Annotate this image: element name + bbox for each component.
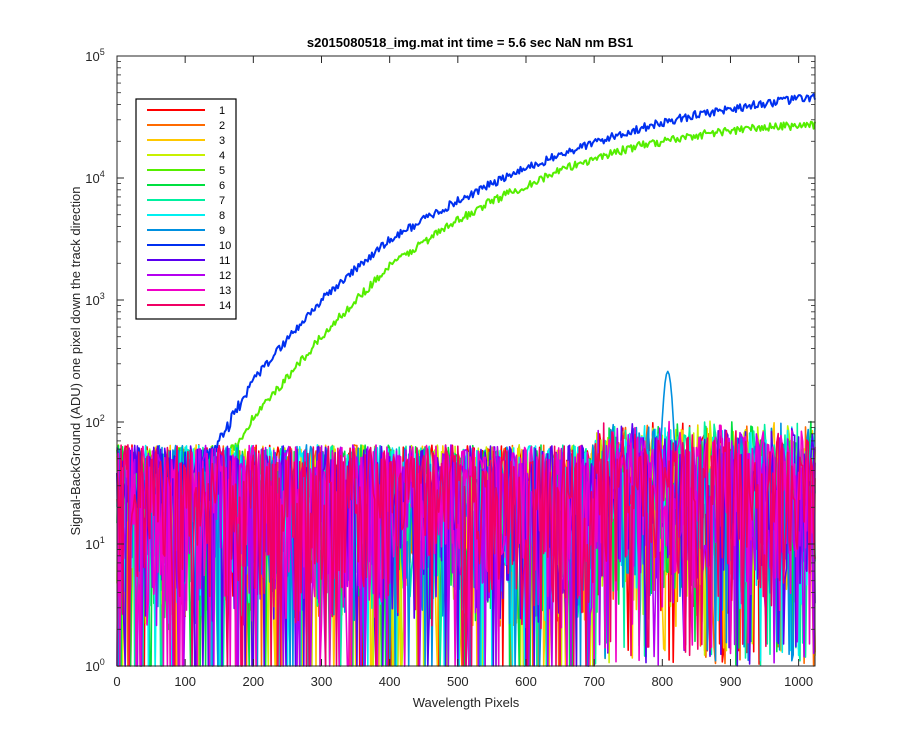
- x-tick-label: 500: [447, 674, 469, 689]
- y-tick-label: 102: [85, 413, 104, 430]
- legend-label-11: 11: [219, 255, 230, 267]
- legend-label-14: 14: [219, 300, 231, 312]
- y-axis-label: Signal-BackGround (ADU) one pixel down t…: [68, 186, 83, 535]
- x-axis: 0 100 200 300 400 500 600 700 800 900 1000: [113, 56, 813, 689]
- series-line-10: [116, 93, 816, 509]
- x-tick-label: 600: [515, 674, 537, 689]
- x-tick-label: 100: [174, 674, 196, 689]
- x-tick-label: 900: [720, 674, 742, 689]
- x-tick-label: 200: [242, 674, 264, 689]
- chart-title: s2015080518_img.mat int time = 5.6 sec N…: [307, 35, 633, 50]
- y-tick-label: 105: [85, 47, 104, 64]
- legend-label-4: 4: [219, 150, 225, 162]
- legend-label-9: 9: [219, 225, 225, 237]
- x-tick-label: 400: [379, 674, 401, 689]
- legend-label-5: 5: [219, 165, 225, 177]
- y-tick-label: 104: [85, 169, 104, 186]
- x-tick-label: 800: [651, 674, 673, 689]
- legend-box: [135, 98, 237, 320]
- x-tick-label: 300: [311, 674, 333, 689]
- legend-label-10: 10: [219, 240, 231, 252]
- x-tick-label: 700: [583, 674, 605, 689]
- legend-label-2: 2: [219, 120, 225, 132]
- x-tick-label: 0: [113, 674, 120, 689]
- legend-label-12: 12: [219, 270, 231, 282]
- legend-label-7: 7: [219, 195, 225, 207]
- legend-label-13: 13: [219, 285, 231, 297]
- y-tick-label: 100: [85, 657, 104, 674]
- x-tick-label: 1000: [784, 674, 813, 689]
- series-line-5: [116, 120, 816, 515]
- legend-label-8: 8: [219, 210, 225, 222]
- legend-label-6: 6: [219, 180, 225, 192]
- y-tick-label: 103: [85, 291, 104, 308]
- legend-label-1: 1: [219, 105, 225, 117]
- series-line-13: [116, 420, 816, 667]
- legend-label-3: 3: [219, 135, 225, 147]
- x-axis-label: Wavelength Pixels: [413, 695, 520, 710]
- axes-box: [116, 55, 816, 667]
- y-tick-label: 101: [85, 535, 104, 552]
